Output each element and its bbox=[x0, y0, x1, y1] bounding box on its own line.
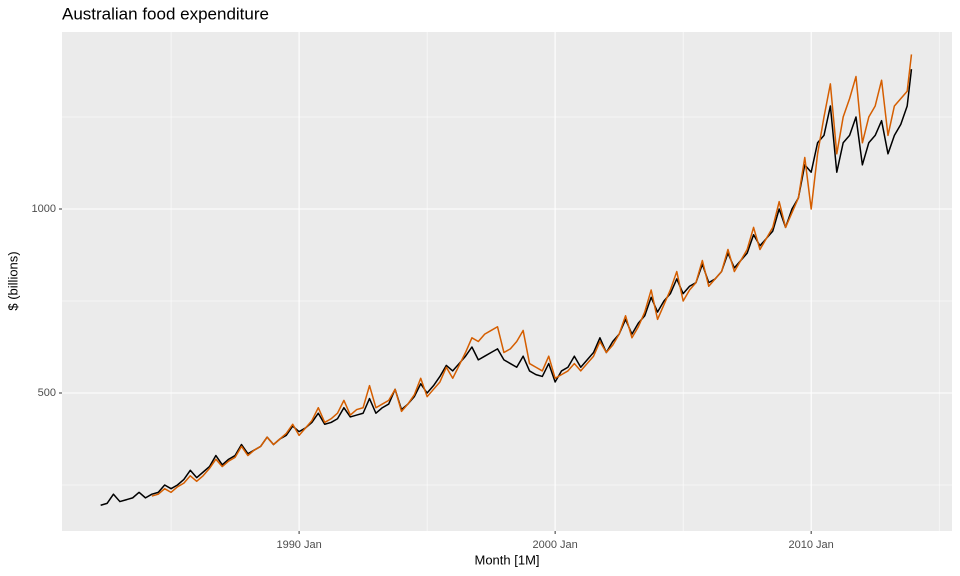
x-tick-label: 2010 Jan bbox=[789, 539, 834, 551]
chart-title: Australian food expenditure bbox=[62, 4, 269, 23]
y-tick-label: 500 bbox=[38, 387, 56, 399]
x-axis-title: Month [1M] bbox=[474, 552, 539, 567]
x-tick-label: 2000 Jan bbox=[533, 539, 578, 551]
y-tick-label: 1000 bbox=[32, 203, 56, 215]
x-tick-label: 1990 Jan bbox=[276, 539, 321, 551]
panel bbox=[62, 32, 952, 531]
series-line bbox=[100, 69, 913, 506]
series-line bbox=[151, 54, 913, 497]
y-axis-title: $ (billions) bbox=[5, 251, 20, 310]
